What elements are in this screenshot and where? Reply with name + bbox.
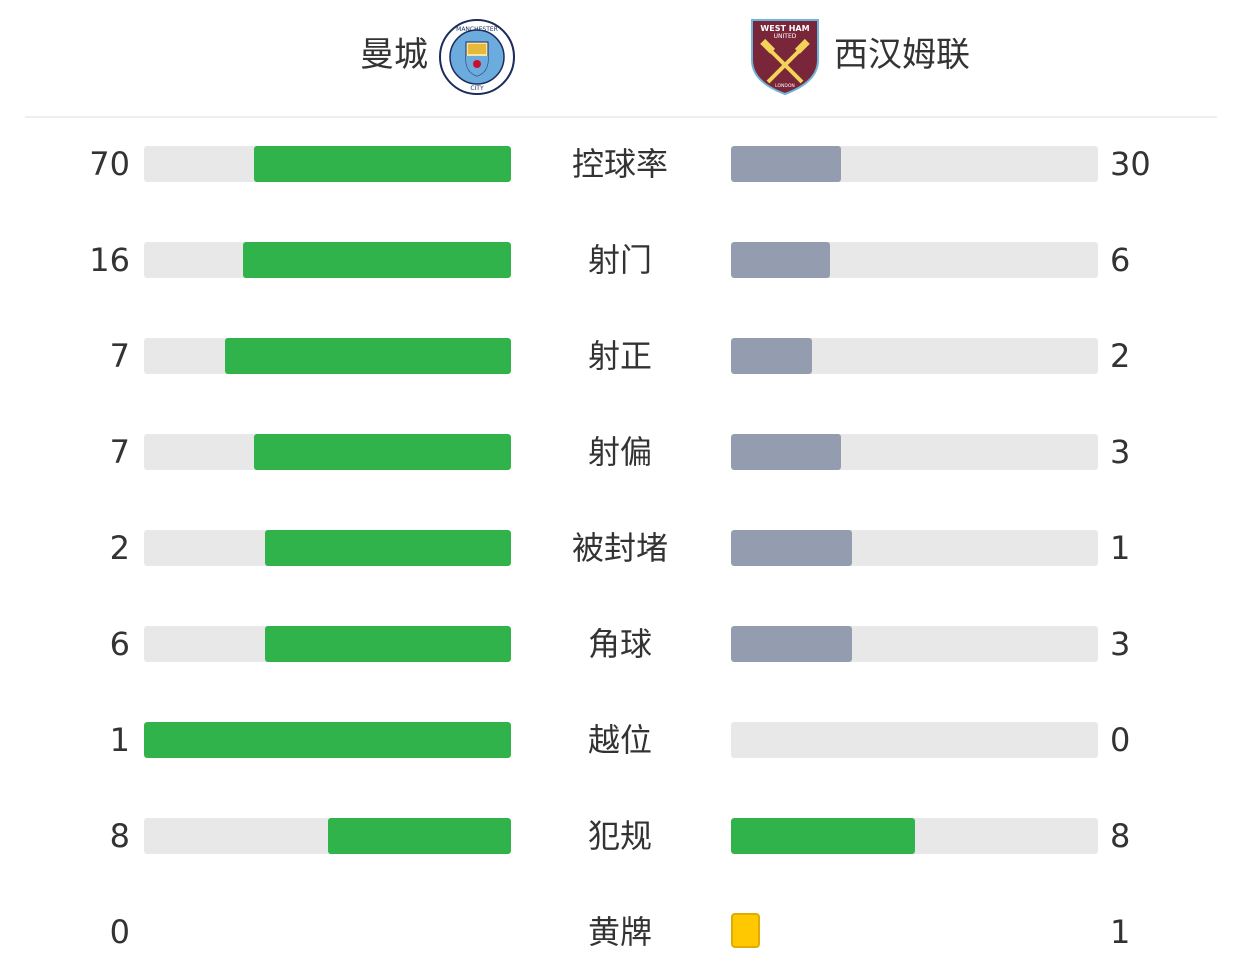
svg-text:UNITED: UNITED [774, 33, 797, 40]
away-bar-fill [731, 338, 812, 374]
stat-row: 7 射偏 3 [0, 434, 1240, 470]
svg-text:CITY: CITY [470, 85, 484, 92]
stat-label: 控球率 [571, 145, 668, 183]
header-divider [25, 116, 1217, 118]
home-bar-track [144, 242, 511, 278]
home-bar-track [144, 146, 511, 182]
away-bar-track [731, 722, 1098, 758]
stat-label: 角球 [587, 625, 652, 663]
home-bar-track [144, 818, 511, 854]
stat-label: 被封堵 [571, 529, 668, 567]
away-bar-fill [731, 434, 842, 470]
home-bar-fill [254, 146, 511, 182]
away-bar-track [731, 530, 1098, 566]
away-value: 0 [1110, 721, 1131, 759]
west-ham-logo-icon: WEST HAM UNITED LONDON [751, 19, 819, 96]
away-value: 8 [1110, 817, 1131, 855]
home-team-name: 曼城 [360, 35, 428, 75]
stat-row: 8 犯规 8 [0, 818, 1240, 854]
away-bar-track [731, 338, 1098, 374]
home-bar-track [144, 722, 511, 758]
away-value: 3 [1110, 625, 1131, 663]
home-bar-fill [265, 530, 511, 566]
home-value: 7 [109, 337, 130, 375]
away-bar-fill [731, 242, 831, 278]
away-team-name: 西汉姆联 [834, 35, 970, 75]
away-bar-fill [731, 146, 842, 182]
home-bar-track [144, 626, 511, 662]
home-bar-fill [144, 722, 511, 758]
away-value: 2 [1110, 337, 1131, 375]
home-bar-fill [243, 242, 511, 278]
away-value: 1 [1110, 529, 1131, 567]
home-value: 0 [109, 913, 130, 951]
stat-row: 1 越位 0 [0, 722, 1240, 758]
home-value: 2 [109, 529, 130, 567]
home-bar-track [144, 434, 511, 470]
yellow-card-icon [731, 913, 760, 948]
stat-row: 7 射正 2 [0, 338, 1240, 374]
away-value: 1 [1110, 913, 1131, 951]
away-bar-fill [731, 626, 853, 662]
away-bar-track [731, 242, 1098, 278]
stat-label: 犯规 [587, 817, 652, 855]
away-bar-fill [731, 818, 915, 854]
away-value: 3 [1110, 433, 1131, 471]
stat-label: 射正 [587, 337, 652, 375]
stat-label: 射门 [587, 241, 652, 279]
home-value: 16 [89, 241, 130, 279]
stat-label: 射偏 [587, 433, 652, 471]
stat-label: 越位 [587, 721, 652, 759]
home-bar-track [144, 338, 511, 374]
stat-row: 2 被封堵 1 [0, 530, 1240, 566]
home-bar-fill [254, 434, 511, 470]
away-bar-track [731, 626, 1098, 662]
home-value: 8 [109, 817, 130, 855]
svg-text:WEST HAM: WEST HAM [760, 24, 809, 33]
stat-row: 6 角球 3 [0, 626, 1240, 662]
stat-label: 黄牌 [587, 913, 652, 951]
home-bar-fill [327, 818, 511, 854]
home-value: 1 [109, 721, 130, 759]
home-bar-fill [265, 626, 511, 662]
away-bar-track [731, 818, 1098, 854]
home-value: 7 [109, 433, 130, 471]
away-value: 30 [1110, 145, 1151, 183]
match-header: 曼城 MANCHESTER CITY WEST HAM UNITED LONDO… [0, 0, 1240, 118]
away-bar-track [731, 146, 1098, 182]
home-value: 70 [89, 145, 130, 183]
stat-row: 70 控球率 30 [0, 146, 1240, 182]
away-value: 6 [1110, 241, 1131, 279]
stat-row: 0 黄牌 1 [0, 913, 1240, 951]
home-bar-fill [224, 338, 511, 374]
stat-row: 16 射门 6 [0, 242, 1240, 278]
svg-text:LONDON: LONDON [775, 83, 795, 89]
away-bar-fill [731, 530, 853, 566]
away-bar-track [731, 434, 1098, 470]
manchester-city-logo-icon: MANCHESTER CITY [439, 19, 515, 95]
home-value: 6 [109, 625, 130, 663]
home-bar-track [144, 530, 511, 566]
svg-text:MANCHESTER: MANCHESTER [456, 26, 498, 33]
